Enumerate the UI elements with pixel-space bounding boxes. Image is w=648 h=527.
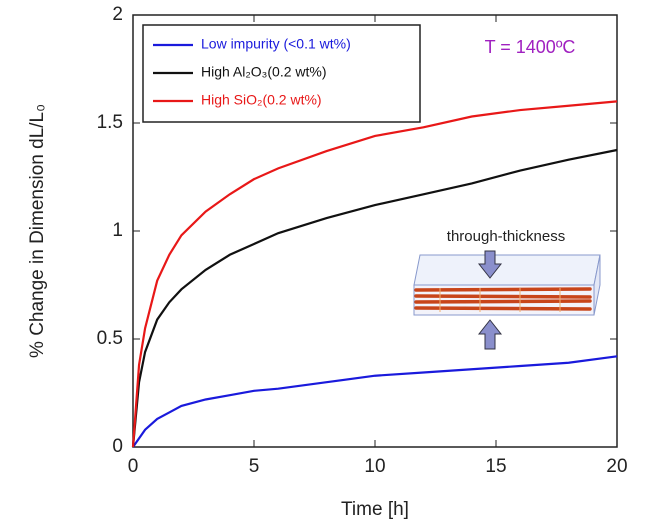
y-tick-label: 1 <box>112 220 123 241</box>
y-tick-label: 1.5 <box>97 112 123 133</box>
data-line <box>131 148 618 448</box>
annotation: through-thickness <box>447 228 565 245</box>
x-tick-label: 0 <box>128 456 139 477</box>
legend-label: High Al₂O₃(0.2 wt%) <box>201 64 327 80</box>
data-line <box>132 355 618 448</box>
x-tick-label: 10 <box>364 456 385 477</box>
annotation: T = 1400ºC <box>485 37 576 57</box>
legend-label: Low impurity (<0.1 wt%) <box>201 36 351 52</box>
x-tick-label: 20 <box>606 456 627 477</box>
y-tick-label: 0.5 <box>97 328 123 349</box>
x-tick-label: 5 <box>249 456 260 477</box>
y-tick-label: 0 <box>112 436 123 457</box>
y-axis-label: % Change in Dimension dL/L₀ <box>27 104 48 358</box>
inset-diagram <box>413 250 601 350</box>
y-tick-label: 2 <box>112 4 123 25</box>
x-tick-label: 15 <box>485 456 506 477</box>
data-line <box>131 100 618 448</box>
x-axis-label: Time [h] <box>341 499 409 520</box>
legend-label: High SiO₂(0.2 wt%) <box>201 92 322 108</box>
